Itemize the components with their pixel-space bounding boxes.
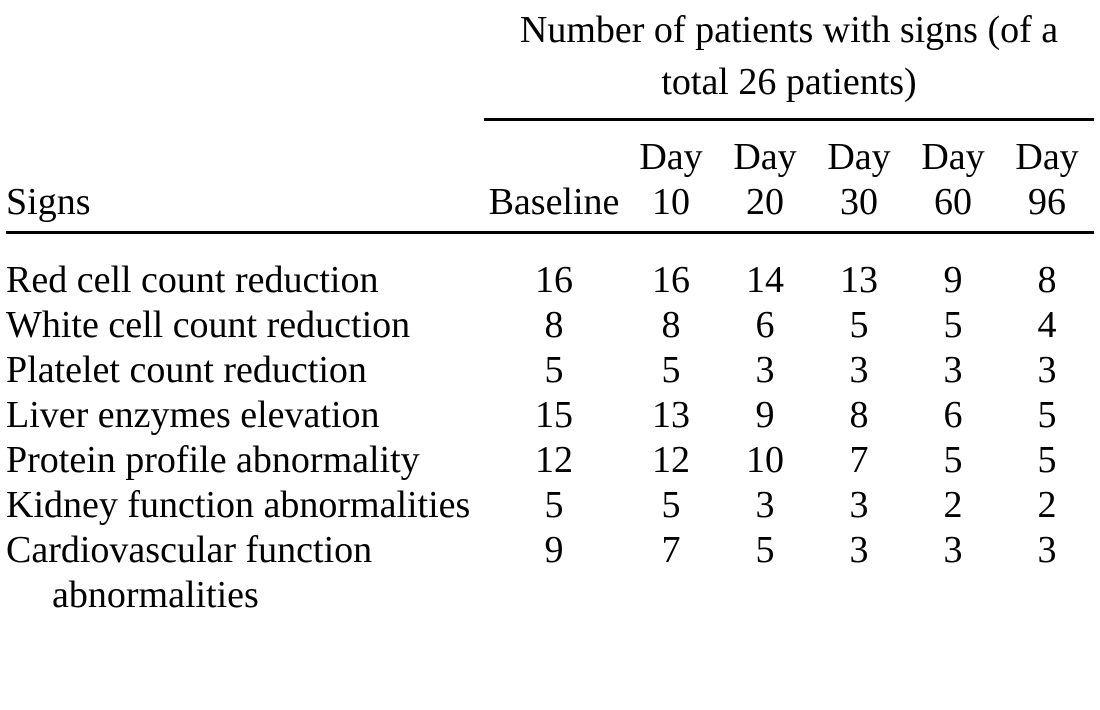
cell-value: 12 bbox=[535, 439, 573, 481]
cell-value: 14 bbox=[746, 259, 784, 301]
cell-value: 4 bbox=[1037, 304, 1057, 346]
row-label: White cell count reduction bbox=[6, 304, 411, 346]
cell-value: 5 bbox=[544, 484, 564, 526]
cell-value: 8 bbox=[544, 304, 564, 346]
cell-value: 8 bbox=[1037, 259, 1057, 301]
cell-value: 12 bbox=[652, 439, 690, 481]
cell-value: 15 bbox=[535, 394, 573, 436]
cell-value: 2 bbox=[1037, 484, 1057, 526]
row-label: Kidney function abnormalities bbox=[6, 484, 471, 526]
column-header-label: Day bbox=[639, 136, 703, 178]
table-row: Protein profile abnormality 12 12 10 7 5… bbox=[6, 438, 1094, 483]
cell-value: 9 bbox=[943, 259, 963, 301]
spanning-header-row: Number of patients with signs (of a tota… bbox=[6, 2, 1095, 121]
table-row: Platelet count reduction 5 5 3 3 3 3 bbox=[6, 348, 1094, 393]
column-header-day-20: Day 20 bbox=[718, 119, 812, 234]
column-header-label: 10 bbox=[652, 181, 690, 223]
column-header-baseline: Baseline bbox=[484, 119, 624, 234]
column-header-day-30: Day 30 bbox=[812, 119, 906, 234]
cell-value: 7 bbox=[849, 439, 869, 481]
table-row: Kidney function abnormalities 5 5 3 3 2 … bbox=[6, 483, 1094, 528]
cell-value: 3 bbox=[755, 349, 775, 391]
row-label: Red cell count reduction bbox=[6, 259, 379, 301]
column-header-label: 30 bbox=[840, 181, 878, 223]
spacer-cell bbox=[6, 2, 484, 120]
cell-value: 8 bbox=[661, 304, 681, 346]
cell-value: 3 bbox=[943, 529, 963, 571]
column-header-label: 96 bbox=[1028, 181, 1067, 223]
cell-value: 13 bbox=[652, 394, 690, 436]
cell-value: 3 bbox=[1037, 529, 1057, 571]
cell-value: 3 bbox=[849, 349, 869, 391]
cell-value: 9 bbox=[755, 394, 775, 436]
column-header-day-10: Day 10 bbox=[624, 119, 718, 234]
cell-value: 16 bbox=[535, 259, 573, 301]
row-label: Protein profile abnormality bbox=[6, 439, 420, 481]
cell-value: 5 bbox=[943, 304, 963, 346]
column-header-label: Day bbox=[733, 136, 797, 178]
cell-value: 2 bbox=[943, 484, 963, 526]
table-title: Number of patients with signs (of a tota… bbox=[484, 2, 1095, 121]
table-row: Liver enzymes elevation 15 13 9 8 6 5 bbox=[6, 393, 1094, 438]
column-header-row: Signs Baseline Day 10 Day 20 Day 30 Day 60 D… bbox=[6, 119, 1095, 234]
cell-value: 5 bbox=[755, 529, 775, 571]
cell-value: 3 bbox=[1037, 349, 1057, 391]
cell-value: 13 bbox=[840, 259, 878, 301]
table-row: Red cell count reduction 16 16 14 13 9 8 bbox=[6, 233, 1094, 304]
table-row: Cardiovascular function abnormalities 9 … bbox=[6, 528, 1094, 618]
cell-value: 3 bbox=[755, 484, 775, 526]
cell-value: 5 bbox=[661, 484, 681, 526]
row-label: Liver enzymes elevation bbox=[6, 394, 380, 436]
patient-signs-table: Number of patients with signs (of a tota… bbox=[6, 2, 1095, 618]
cell-value: 6 bbox=[943, 394, 963, 436]
cell-value: 8 bbox=[849, 394, 869, 436]
column-header-label: Day bbox=[921, 136, 985, 178]
column-header-label: Day bbox=[1015, 136, 1079, 178]
cell-value: 10 bbox=[746, 439, 784, 481]
cell-value: 7 bbox=[661, 529, 681, 571]
cell-value: 5 bbox=[544, 349, 564, 391]
cell-value: 16 bbox=[652, 259, 690, 301]
column-header-day-96: Day 96 bbox=[1000, 119, 1095, 234]
row-label: Platelet count reduction bbox=[6, 349, 367, 391]
cell-value: 5 bbox=[849, 304, 869, 346]
column-header-signs: Signs bbox=[6, 119, 484, 234]
cell-value: 9 bbox=[544, 529, 564, 571]
cell-value: 6 bbox=[755, 304, 775, 346]
column-header-label: Baseline bbox=[488, 181, 620, 223]
row-label: Cardiovascular function abnormalities bbox=[6, 529, 373, 616]
cell-value: 3 bbox=[943, 349, 963, 391]
table-row: White cell count reduction 8 8 6 5 5 4 bbox=[6, 303, 1094, 348]
cell-value: 5 bbox=[1037, 394, 1057, 436]
cell-value: 5 bbox=[943, 439, 963, 481]
cell-value: 3 bbox=[849, 484, 869, 526]
column-header-label: Day bbox=[827, 136, 891, 178]
cell-value: 3 bbox=[849, 529, 869, 571]
column-header-day-60: Day 60 bbox=[906, 119, 1000, 234]
column-header-label: 20 bbox=[746, 181, 784, 223]
cell-value: 5 bbox=[1037, 439, 1057, 481]
cell-value: 5 bbox=[661, 349, 681, 391]
column-header-label: 60 bbox=[934, 181, 972, 223]
